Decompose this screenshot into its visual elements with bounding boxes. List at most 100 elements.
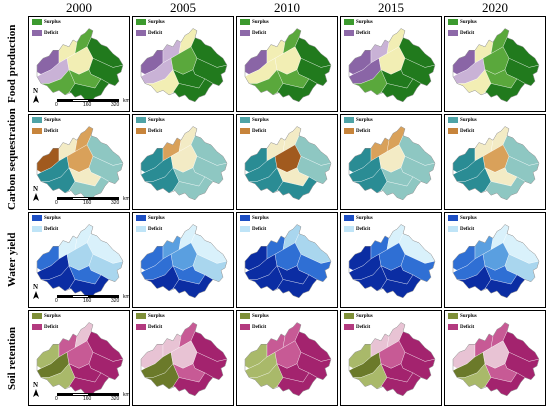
province-map [348,224,436,299]
legend-swatch [240,30,250,37]
province-outline [452,322,540,397]
province-map [36,126,124,201]
province-map [244,28,332,103]
legend: Surplus Deficit [32,19,61,41]
legend-deficit: Deficit [344,30,373,37]
legend-surplus: Surplus [344,19,373,26]
legend-label: Surplus [356,20,373,26]
legend-deficit: Deficit [344,128,373,135]
scale-unit: km [123,294,130,300]
legend-swatch [344,19,354,25]
legend-deficit: Deficit [448,30,477,37]
province-map [36,322,124,397]
legend: Surplus Deficit [136,215,165,237]
legend: Surplus Deficit [240,313,269,335]
legend-label: Deficit [148,31,163,37]
legend-label: Surplus [460,314,477,320]
legend-label: Surplus [148,118,165,124]
arrow-icon [33,291,39,299]
legend-label: Surplus [148,216,165,222]
north-label: N [33,381,39,389]
legend-swatch [136,128,146,135]
legend: Surplus Deficit [344,117,373,139]
legend-label: Surplus [460,118,477,124]
scale-unit: km [123,196,130,202]
map-panel: Surplus Deficit [340,16,442,112]
legend-surplus: Surplus [136,313,165,320]
legend: Surplus Deficit [32,215,61,237]
legend-label: Deficit [356,129,371,135]
legend-swatch [136,313,146,319]
legend-label: Surplus [460,216,477,222]
scale-unit: km [123,392,130,398]
row-label-0: Food production [6,24,18,104]
province-outline [140,322,228,397]
legend: Surplus Deficit [448,117,477,139]
scale-bar: 0 160 320 km [53,98,129,111]
map-panel: Surplus Deficit [132,310,234,406]
legend-deficit: Deficit [448,128,477,135]
legend-surplus: Surplus [136,19,165,26]
legend-surplus: Surplus [448,117,477,124]
legend-label: Deficit [44,227,59,233]
legend: Surplus Deficit [32,117,61,139]
legend-swatch [344,226,354,233]
legend-swatch [344,324,354,331]
legend-deficit: Deficit [448,226,477,233]
legend-swatch [32,313,42,319]
map-panel: Surplus Deficit [132,16,234,112]
legend-surplus: Surplus [240,19,269,26]
legend: Surplus Deficit [448,19,477,41]
legend-surplus: Surplus [32,313,61,320]
legend-swatch [136,117,146,123]
legend-deficit: Deficit [32,30,61,37]
legend-surplus: Surplus [448,215,477,222]
legend-label: Deficit [356,227,371,233]
province-map [36,224,124,299]
province-map [140,126,228,201]
legend-swatch [344,215,354,221]
province-outline [452,126,540,201]
legend-label: Deficit [148,325,163,331]
scale-bar: 0 160 320 km [53,294,130,307]
province-outline [140,28,228,103]
province-map [348,322,436,397]
province-outline [36,126,124,201]
legend-deficit: Deficit [136,30,165,37]
map-panel: Surplus Deficit [444,114,546,210]
legend-surplus: Surplus [448,19,477,26]
north-arrow-icon: N [33,185,39,203]
map-panel: Surplus Deficit N 0 160 320 km [28,114,130,210]
legend: Surplus Deficit [136,117,165,139]
legend-label: Surplus [252,216,269,222]
province-map [140,224,228,299]
legend-surplus: Surplus [240,215,269,222]
province-outline [140,126,228,201]
legend-deficit: Deficit [448,324,477,331]
province-map [452,224,540,299]
map-panel: Surplus Deficit [444,310,546,406]
arrow-icon [33,193,39,201]
map-panel: Surplus Deficit [236,16,338,112]
legend-label: Deficit [252,227,267,233]
legend: Surplus Deficit [344,19,373,41]
province-map [244,322,332,397]
legend-label: Surplus [44,118,61,124]
legend-swatch [240,128,250,135]
map-panel: Surplus Deficit [236,114,338,210]
scale-tick: 160 [83,298,92,304]
legend-surplus: Surplus [344,117,373,124]
legend-label: Deficit [356,325,371,331]
year-header-2020: 2020 [482,0,508,15]
province-outline [348,322,436,397]
legend-swatch [448,30,458,37]
north-label: N [33,185,39,193]
legend-swatch [448,226,458,233]
province-map [452,322,540,397]
province-outline [244,28,332,103]
province-outline [140,224,228,299]
legend-swatch [240,215,250,221]
legend-deficit: Deficit [240,128,269,135]
legend-deficit: Deficit [136,226,165,233]
legend-label: Deficit [460,129,475,135]
